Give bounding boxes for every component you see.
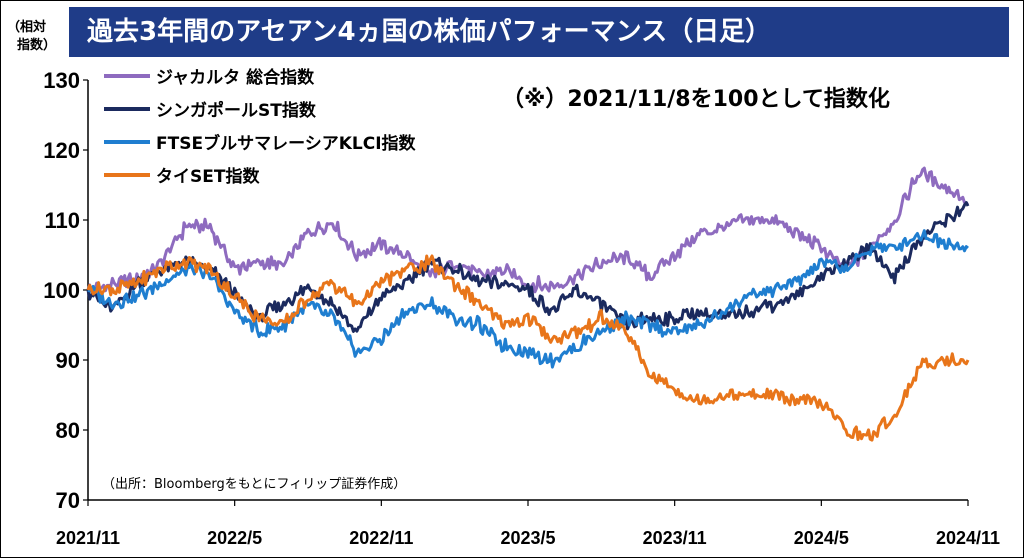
x-tick-label: 2021/11 [56,528,120,548]
x-tick-label: 2023/5 [500,528,555,548]
y-axis-unit: （相対指数） [7,19,67,55]
series-line-4 [86,254,970,442]
y-tick-label: 130 [43,68,80,93]
y-tick-label: 110 [45,208,81,233]
index-base-note: （※）2021/11/8を100として指数化 [502,86,890,112]
y-unit-line-1: （相対 [7,20,47,35]
x-tick-label: 2024/5 [794,528,849,548]
legend-label-2: シンガポールST指数 [156,100,317,121]
y-tick-label: 120 [43,138,80,163]
source-note: （出所：Bloombergをもとにフィリップ証券作成） [102,476,406,492]
y-unit-line-2: 指数） [17,38,57,53]
x-tick-label: 2024/11 [936,528,1000,548]
series-line-2 [86,201,970,333]
y-tick-label: 90 [56,348,80,373]
legend-label-1: ジャカルタ 総合指数 [156,67,315,88]
y-tick-label: 80 [56,418,80,443]
x-tick-label: 2023/11 [643,528,707,548]
title-banner: 過去3年間のアセアン4ヵ国の株価パフォーマンス（日足） [69,7,1009,57]
y-tick-label: 100 [43,278,80,303]
y-tick-label: 70 [56,488,80,513]
chart-title: 過去3年間のアセアン4ヵ国の株価パフォーマンス（日足） [87,17,772,47]
series-line-3 [87,229,969,369]
legend-label-4: タイSET指数 [156,166,260,187]
x-tick-label: 2022/11 [349,528,413,548]
legend-label-3: FTSEブルサマレーシアKLCI指数 [156,133,417,154]
x-tick-label: 2022/5 [207,528,262,548]
